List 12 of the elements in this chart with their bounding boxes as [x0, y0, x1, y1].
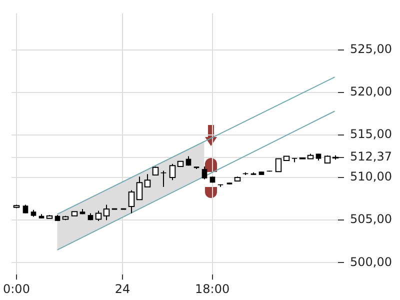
- x-tick-label: 0:00: [2, 282, 30, 296]
- y-tick-label: 500,00: [350, 254, 392, 269]
- candlestick: [160, 170, 166, 188]
- x-tick-label: 24: [114, 282, 130, 296]
- y-tick-label: 512,37: [350, 149, 392, 164]
- candlestick: [202, 166, 208, 180]
- y-tick-label: 510,00: [350, 170, 392, 184]
- y-tick-label: 525,00: [350, 42, 392, 56]
- x-tick-label: 18:00: [195, 282, 230, 296]
- y-tick-label: 505,00: [350, 212, 392, 226]
- y-tick-label: 515,00: [350, 127, 392, 142]
- y-tick-label: 520,00: [350, 84, 392, 99]
